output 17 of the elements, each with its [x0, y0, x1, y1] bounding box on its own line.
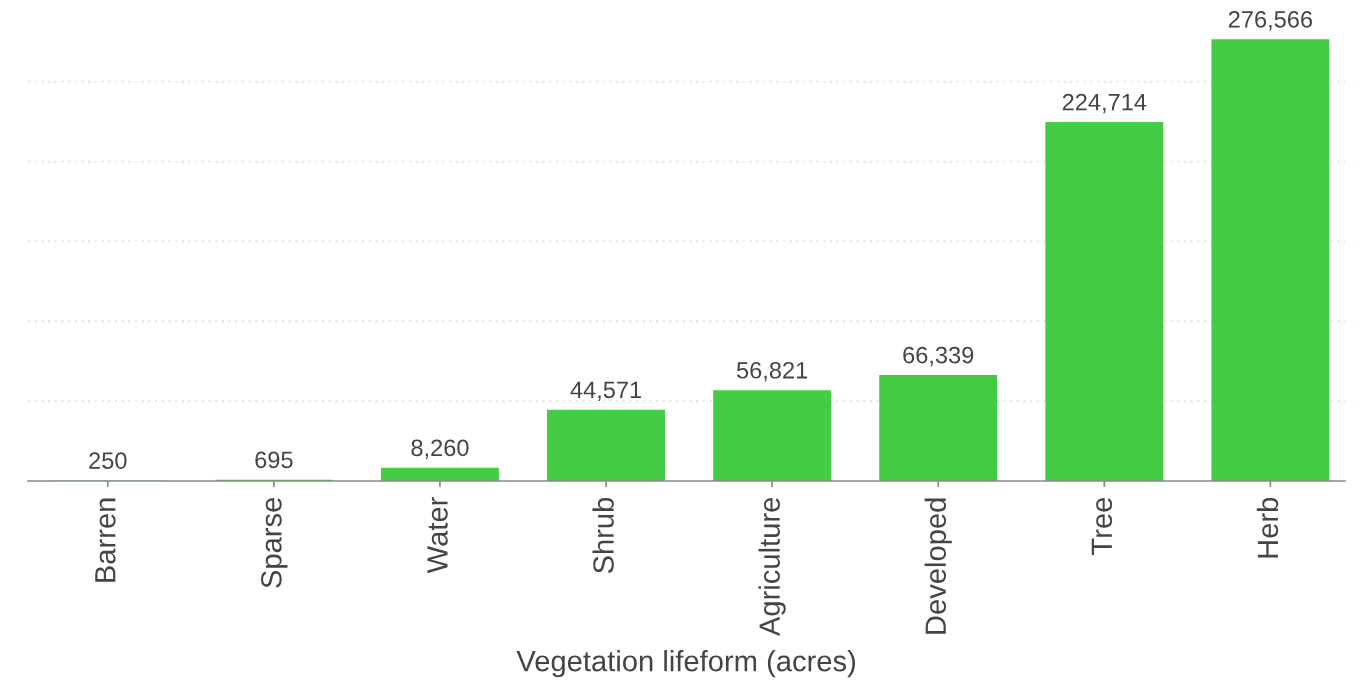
x-tick-label: Barren — [95, 498, 116, 582]
x-tick-label: Water — [427, 497, 448, 574]
x-tick-label: Sparse — [261, 497, 288, 588]
data-label: 250 — [89, 452, 127, 469]
x-tick-label: Shrub — [592, 497, 614, 574]
data-label: 44,571 — [570, 381, 641, 401]
data-label: 224,714 — [1062, 93, 1147, 114]
x-tick-label: Developed — [924, 498, 952, 634]
x-tick-label: Tree — [1091, 497, 1113, 555]
data-label: 56,821 — [736, 361, 808, 382]
x-tick-label: Agriculture — [758, 497, 786, 637]
data-label: 66,339 — [903, 346, 974, 367]
data-label: 8,260 — [411, 439, 469, 459]
x-axis-title: Vegetation lifeform (acres) — [516, 650, 855, 678]
x-tick-label: Herb — [1256, 497, 1279, 558]
data-label: 695 — [255, 451, 293, 469]
data-label: 276,566 — [1228, 10, 1313, 31]
